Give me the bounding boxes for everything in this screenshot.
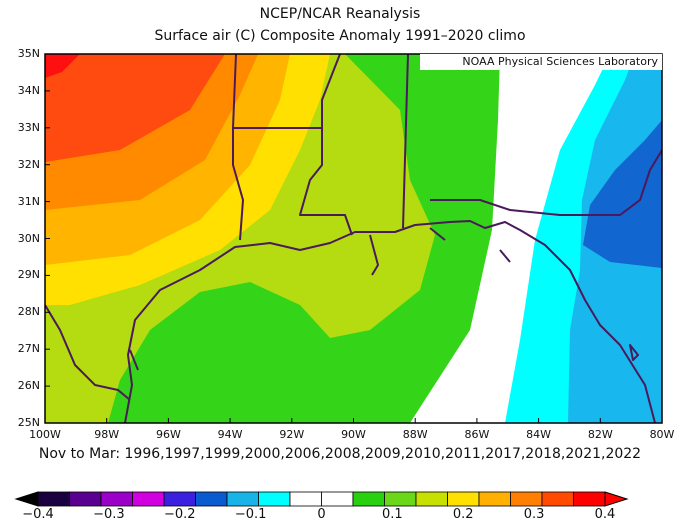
lat-label: 31N (17, 194, 40, 208)
lon-label: 88W (402, 428, 428, 441)
lat-label: 34N (17, 83, 40, 97)
anomaly-contours (45, 54, 662, 423)
colorbar-swatch (447, 491, 480, 507)
colorbar-swatch (415, 491, 448, 507)
colorbar-swatch (258, 491, 291, 507)
lon-label: 80W (649, 428, 675, 441)
lon-label: 94W (217, 428, 243, 441)
colorbar-label: 0 (317, 507, 326, 522)
lat-label: 28N (17, 305, 40, 319)
lat-label: 29N (17, 268, 40, 282)
colorbar-label: −0.1 (234, 507, 267, 522)
lon-label: 82W (587, 428, 613, 441)
colorbar-swatch (100, 491, 133, 507)
colorbar-label: −0.2 (163, 507, 196, 522)
colorbar-swatch (510, 491, 543, 507)
chart-title: NCEP/NCAR Reanalysis (259, 6, 421, 22)
colorbar-swatch (69, 491, 102, 507)
lon-label: 92W (279, 428, 305, 441)
lon-label: 86W (464, 428, 490, 441)
lon-label: 90W (341, 428, 366, 441)
colorbar-label: 0.4 (594, 507, 616, 522)
lat-label: 35N (17, 47, 40, 60)
colorbar-right-arrow (604, 491, 629, 507)
credit-label: NOAA Physical Sciences Laboratory (420, 54, 662, 70)
lat-label: 26N (17, 379, 40, 393)
colorbar-label: 0.1 (382, 507, 403, 522)
lon-label: 84W (526, 428, 552, 441)
colorbar-swatch (384, 491, 417, 507)
colorbar-label: −0.3 (93, 507, 125, 522)
lon-label: 96W (155, 428, 181, 441)
colorbar-swatch (478, 491, 511, 507)
colorbar-label: 0.3 (523, 507, 545, 522)
colorbar-swatch (37, 491, 70, 507)
colorbar-swatch (321, 491, 354, 507)
lat-label: 32N (17, 157, 40, 171)
colorbar-swatch (573, 491, 606, 507)
lat-label: 25N (17, 416, 40, 429)
colorbar-swatch (352, 491, 385, 507)
lat-label: 30N (17, 231, 40, 245)
colorbar-swatch (541, 491, 574, 507)
colorbar-swatch (132, 491, 165, 507)
colorbar-swatch (163, 491, 196, 507)
contour-neg-0.15 (583, 120, 662, 268)
colorbar-left-arrow (14, 491, 39, 507)
chart-subtitle: Surface air (C) Composite Anomaly 1991–2… (154, 28, 526, 44)
contour-0.35-0.4 (45, 54, 225, 162)
colorbar-swatch (195, 491, 228, 507)
composite-caption: Nov to Mar: 1996,1997,1999,2000,2006,200… (38, 446, 642, 462)
coastlines (45, 54, 662, 423)
lat-label: 33N (17, 120, 40, 134)
colorbar-swatch (289, 491, 322, 507)
lon-label: 98W (94, 428, 120, 441)
contour-above-0.4 (45, 54, 80, 78)
lat-label: 27N (17, 342, 40, 356)
colorbar-swatch (226, 491, 259, 507)
colorbar-label: 0.2 (452, 507, 474, 522)
colorbar-label: −0.4 (22, 507, 54, 522)
lon-label: 100W (29, 428, 61, 441)
